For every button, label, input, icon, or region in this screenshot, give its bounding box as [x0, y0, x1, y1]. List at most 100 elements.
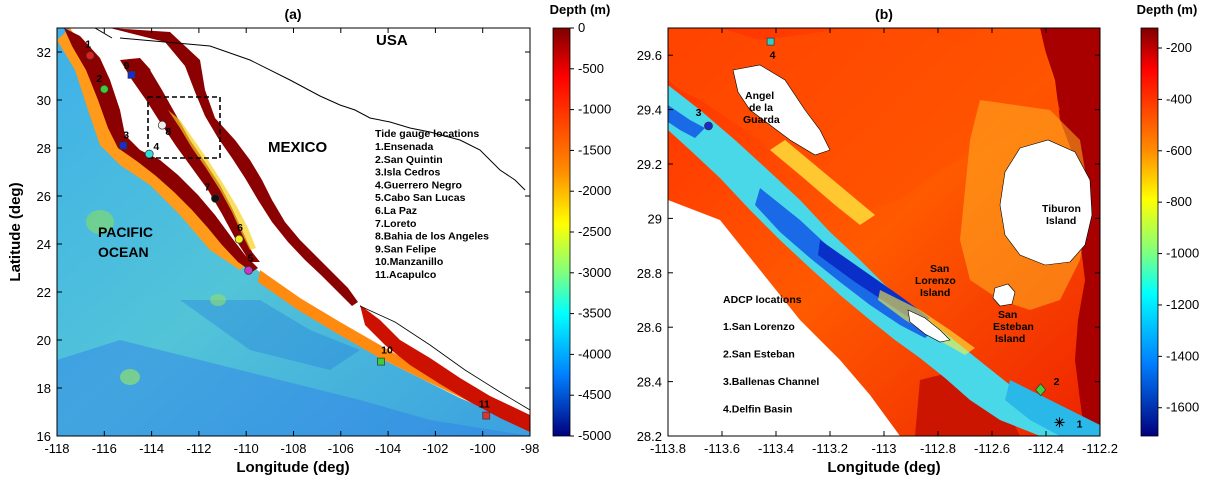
station-3-label: 3 — [696, 107, 702, 119]
angel-de-la-guarda-island — [732, 64, 831, 156]
baja-peninsula — [64, 28, 258, 272]
ytick-label: 28.6 — [637, 320, 662, 335]
ytick-label: 22 — [37, 285, 51, 300]
station-1-marker: 1 — [1054, 417, 1083, 430]
colorbar-tick-label: -2000 — [578, 183, 611, 198]
ytick-label: 28.4 — [637, 375, 662, 390]
colorbar-tick-label: -1200 — [1166, 297, 1199, 312]
label-usa: USA — [376, 32, 408, 49]
station-7-label: 7 — [205, 181, 211, 193]
legend-item: 6.La Paz — [375, 205, 417, 217]
colorbar-tick-label: -5000 — [578, 428, 611, 443]
ytick-label: 26 — [37, 189, 51, 204]
label-mexico: MEXICO — [268, 139, 328, 156]
legend-item: 1.Ensenada — [375, 141, 434, 153]
san-esteban-island — [992, 283, 1016, 307]
panel-a-xlabel: Longitude (deg) — [236, 459, 349, 476]
label-lorenzo-1: San — [930, 263, 949, 275]
adcp-legend: 1.San Lorenzo 2.San Esteban 3.Ballenas Cha… — [723, 321, 819, 416]
ytick-label: 29.4 — [637, 103, 662, 118]
colorbar-tick-label: -800 — [1166, 194, 1192, 209]
colorbar-tick-label: -1000 — [1166, 246, 1199, 261]
panel-b-yticks: 29.6 29.4 29.2 29 28.8 28.6 28.4 28.2 — [637, 48, 1100, 444]
colorbar-a-label: Depth (m) — [550, 2, 611, 17]
xtick-label: -113.4 — [758, 441, 794, 456]
label-angel-1: Angel — [745, 90, 774, 102]
station-4-marker: 4 — [144, 141, 159, 159]
xtick-label: -104 — [375, 441, 401, 456]
xtick-label: -113.6 — [704, 441, 740, 456]
colorbar-tick-label: -4000 — [578, 346, 611, 361]
station-10-label: 10 — [381, 345, 393, 357]
label-esteban-2: Esteban — [993, 321, 1034, 333]
ballenas-channel — [668, 85, 1100, 436]
station-11-label: 11 — [479, 399, 490, 411]
station-10-marker: 10 — [377, 345, 393, 366]
xtick-label: -108 — [280, 441, 306, 456]
colorbar-tick-label: -2500 — [578, 224, 611, 239]
legend-item: 9.San Felipe — [375, 243, 436, 255]
legend-item: 5.Cabo San Lucas — [375, 192, 466, 204]
station-1-label: 1 — [85, 39, 91, 51]
colorbar-tick-label: -1400 — [1166, 348, 1199, 363]
station-4-label: 4 — [153, 141, 159, 153]
colorbar-tick-label: 0 — [578, 20, 585, 35]
label-angel-2: de la — [749, 102, 773, 114]
xtick-label: -112.6 — [974, 441, 1010, 456]
station-1-marker: 1 — [85, 39, 95, 60]
ytick-label: 20 — [37, 333, 51, 348]
ytick-label: 28.8 — [637, 266, 662, 281]
colorbar-a: Depth (m) 0 -500 -1000 -1500 -2000 -2500 -3000… — [550, 2, 612, 443]
legend-item: 3.Isla Cedros — [375, 167, 441, 179]
panel-b-title: (b) — [875, 6, 893, 22]
xtick-label: -116 — [92, 441, 117, 456]
panel-a-ylabel: Latitude (deg) — [7, 182, 24, 281]
ytick-label: 24 — [37, 237, 51, 252]
legend-item: 2.San Esteban — [723, 349, 795, 361]
station-8-marker: 8 — [157, 120, 171, 138]
adcp-legend-title: ADCP locations — [723, 294, 802, 306]
adcp-stations: 1 2 3 4 — [696, 37, 1083, 430]
station-1-label: 1 — [1077, 418, 1083, 430]
colorbar-tick-label: -3500 — [578, 306, 611, 321]
tide-gauge-stations: 1 2 3 4 5 6 7 8 9 10 11 — [85, 39, 491, 420]
panel-a: (a) — [7, 6, 539, 476]
ytick-label: 18 — [37, 381, 51, 396]
xtick-label: -114 — [139, 441, 164, 456]
colorbar-tick-label: -1600 — [1166, 400, 1199, 415]
colorbar-tick-label: -4500 — [578, 387, 611, 402]
label-tiburon-2: Island — [1046, 215, 1076, 227]
legend-item: 8.Bahia de los Angeles — [375, 231, 489, 243]
panel-b-map — [668, 28, 1100, 436]
panel-a-xticks: -118 -116 -114 -112 -110 -108 -106 -104 -102 -100… — [44, 28, 539, 456]
station-2-marker: 2 — [96, 73, 109, 94]
label-pacific: PACIFIC — [98, 224, 153, 240]
xtick-label: -112.8 — [920, 441, 956, 456]
xtick-label: -98 — [521, 441, 540, 456]
label-esteban-3: Island — [995, 333, 1025, 345]
panel-a-title: (a) — [284, 6, 301, 22]
legend-item: 11.Acapulco — [375, 269, 436, 281]
ytick-label: 29.6 — [637, 48, 662, 63]
xtick-label: -112.4 — [1028, 441, 1064, 456]
station-4-marker: 4 — [766, 37, 776, 62]
tide-gauge-legend-title: Tide gauge locations — [375, 128, 479, 140]
station-6-marker: 6 — [234, 222, 244, 244]
xtick-label: -102 — [422, 441, 448, 456]
colorbar-tick-label: -500 — [578, 61, 604, 76]
legend-item: 2.San Quintin — [375, 154, 443, 166]
station-9-marker: 9 — [124, 60, 136, 79]
ytick-label: 16 — [37, 429, 51, 444]
station-2-marker: 2 — [1035, 376, 1060, 397]
ytick-label: 30 — [37, 93, 51, 108]
station-2-label: 2 — [96, 73, 102, 85]
xtick-label: -100 — [470, 441, 496, 456]
colorbar-tick-label: -1500 — [578, 142, 611, 157]
station-3-label: 3 — [123, 130, 129, 142]
xtick-label: -112.2 — [1082, 441, 1118, 456]
colorbar-tick-label: -200 — [1166, 40, 1192, 55]
ytick-label: 29 — [648, 211, 662, 226]
san-lorenzo-island — [907, 309, 951, 343]
